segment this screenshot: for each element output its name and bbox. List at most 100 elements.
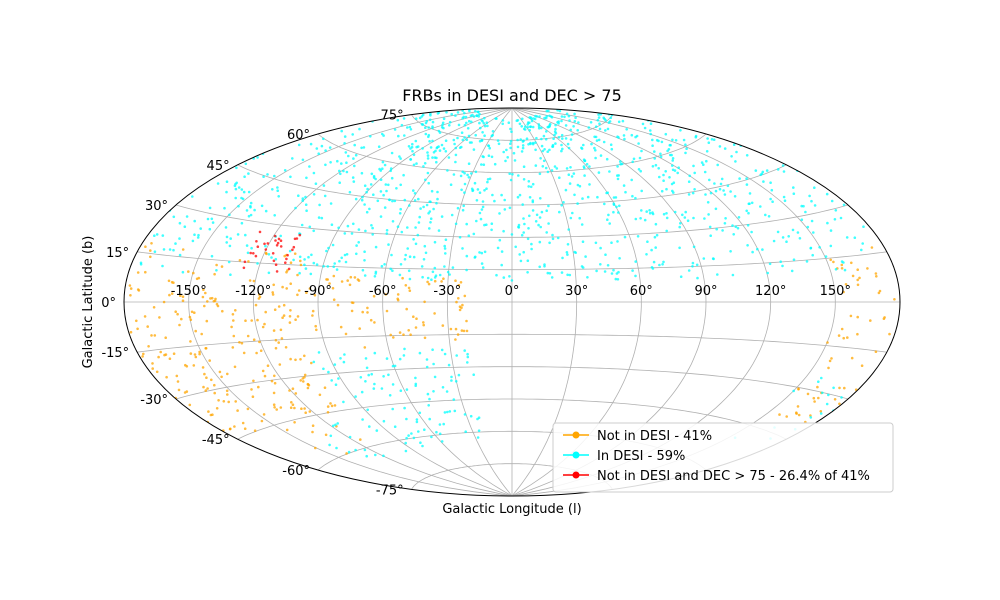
scatter-point — [311, 314, 314, 317]
scatter-point — [178, 253, 182, 257]
scatter-point — [348, 190, 352, 194]
scatter-point — [616, 278, 620, 281]
latitude-tick-label: -45° — [202, 433, 230, 448]
scatter-point — [462, 329, 466, 333]
scatter-point — [567, 114, 571, 118]
latitude-tick-label: 0° — [101, 296, 116, 311]
scatter-point — [176, 380, 180, 383]
scatter-point — [271, 188, 274, 191]
scatter-point — [153, 234, 156, 237]
scatter-point — [437, 129, 441, 133]
scatter-point — [541, 149, 545, 153]
scatter-point — [460, 188, 463, 192]
scatter-point — [703, 170, 707, 174]
scatter-point — [746, 244, 749, 247]
scatter-point — [449, 327, 453, 331]
longitude-tick-label: 30° — [565, 284, 588, 299]
scatter-point — [332, 274, 336, 278]
scatter-point — [240, 196, 243, 200]
scatter-point — [612, 268, 615, 272]
scatter-point — [466, 352, 469, 356]
scatter-point — [246, 251, 250, 255]
scatter-point — [648, 211, 652, 215]
scatter-point — [792, 186, 795, 189]
scatter-point — [875, 275, 878, 278]
scatter-point — [539, 225, 542, 229]
scatter-point — [874, 350, 878, 354]
scatter-point — [260, 204, 264, 208]
scatter-point — [325, 249, 328, 253]
scatter-point — [811, 253, 814, 257]
scatter-point — [276, 189, 280, 192]
scatter-point — [500, 263, 504, 267]
scatter-point — [368, 207, 371, 211]
scatter-point — [527, 180, 531, 183]
scatter-point — [277, 341, 281, 344]
scatter-point — [197, 233, 200, 237]
scatter-point — [522, 250, 525, 254]
scatter-point — [435, 156, 438, 160]
scatter-point — [490, 222, 494, 225]
scatter-point — [634, 196, 637, 200]
scatter-point — [456, 333, 460, 336]
scatter-point — [631, 194, 634, 198]
scatter-point — [379, 215, 383, 218]
scatter-point — [369, 183, 373, 186]
legend-marker — [572, 431, 580, 439]
scatter-point — [390, 176, 394, 180]
scatter-point — [616, 165, 619, 168]
scatter-point — [812, 396, 816, 400]
scatter-point — [435, 430, 438, 434]
scatter-point — [652, 260, 656, 264]
scatter-point — [415, 162, 418, 165]
scatter-point — [530, 247, 533, 251]
scatter-point — [161, 234, 165, 237]
scatter-point — [328, 443, 331, 447]
scatter-point — [617, 136, 620, 139]
latitude-tick-label: 60° — [287, 128, 310, 143]
scatter-point — [523, 125, 527, 128]
scatter-point — [425, 120, 429, 123]
scatter-point — [693, 188, 696, 191]
scatter-point — [293, 237, 297, 241]
scatter-point — [365, 366, 369, 370]
scatter-point — [345, 170, 349, 174]
scatter-point — [426, 276, 430, 280]
scatter-point — [290, 401, 293, 404]
scatter-point — [352, 180, 356, 183]
scatter-point — [804, 210, 807, 214]
scatter-point — [346, 224, 350, 228]
scatter-point — [567, 146, 571, 150]
scatter-point — [454, 338, 457, 341]
scatter-point — [142, 352, 145, 356]
scatter-point — [533, 117, 537, 121]
scatter-point — [211, 221, 215, 224]
scatter-point — [165, 375, 168, 379]
scatter-point — [470, 187, 474, 191]
scatter-point — [490, 155, 494, 159]
scatter-point — [465, 254, 469, 258]
scatter-point — [781, 164, 785, 167]
scatter-point — [411, 149, 414, 153]
scatter-point — [883, 316, 886, 319]
scatter-point — [545, 209, 548, 212]
scatter-point — [564, 188, 568, 192]
scatter-point — [187, 270, 190, 273]
scatter-point — [254, 254, 258, 258]
scatter-point — [534, 164, 538, 167]
scatter-point — [564, 124, 568, 127]
parallel-line — [175, 204, 849, 238]
scatter-point — [708, 178, 711, 182]
scatter-point — [274, 257, 278, 261]
scatter-point — [545, 231, 548, 234]
scatter-point — [736, 226, 740, 230]
scatter-point — [272, 329, 276, 332]
scatter-point — [560, 115, 564, 118]
scatter-point — [297, 289, 301, 292]
scatter-point — [557, 122, 560, 125]
scatter-point — [509, 178, 513, 182]
scatter-point — [240, 221, 244, 225]
scatter-point — [243, 175, 246, 178]
scatter-point — [307, 255, 310, 259]
scatter-point — [207, 410, 210, 413]
